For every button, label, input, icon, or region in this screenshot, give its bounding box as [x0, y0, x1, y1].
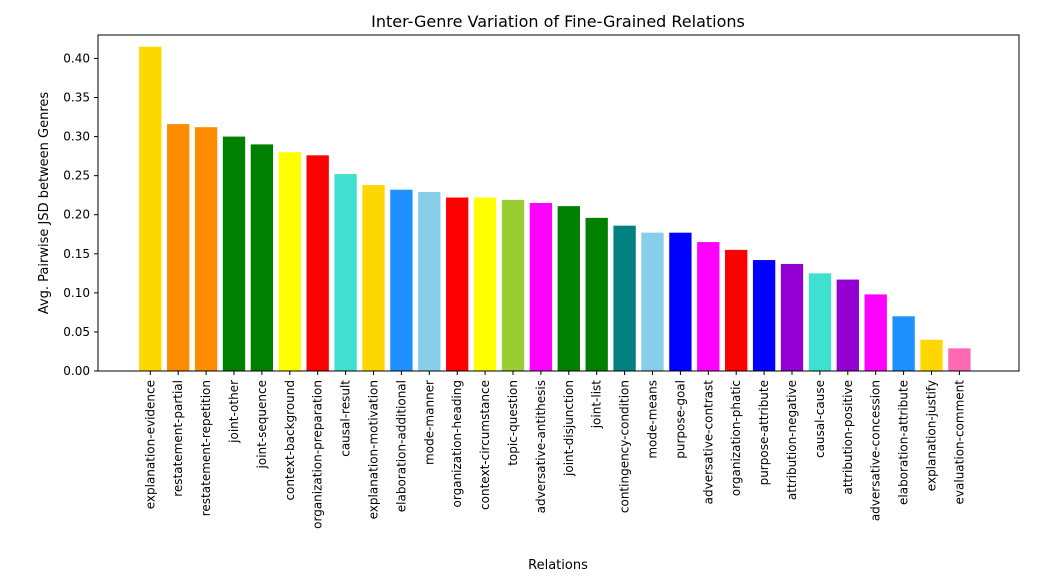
x-tick-label-attribution-negative: attribution-negative: [785, 380, 799, 500]
y-tick-label: 0.15: [63, 247, 90, 261]
bar-joint-disjunction: [557, 206, 580, 371]
x-tick-label-evaluation-comment: evaluation-comment: [952, 380, 966, 505]
x-tick-label-adversative-concession: adversative-concession: [869, 380, 883, 521]
x-tick-label-elaboration-attribute: elaboration-attribute: [897, 380, 911, 505]
x-tick-label-explanation-justify: explanation-justify: [925, 380, 939, 491]
bar-mode-means: [641, 232, 664, 371]
x-tick-label-elaboration-additional: elaboration-additional: [394, 380, 408, 512]
bar-purpose-goal: [669, 232, 692, 371]
x-tick-label-mode-means: mode-means: [646, 380, 660, 459]
x-tick-label-joint-list: joint-list: [590, 380, 604, 430]
x-tick-label-causal-result: causal-result: [339, 380, 353, 457]
x-tick-label-attribution-positive: attribution-positive: [841, 380, 855, 495]
x-tick-label-joint-sequence: joint-sequence: [255, 380, 269, 469]
y-tick-label: 0.20: [63, 208, 90, 222]
bar-mode-manner: [418, 192, 441, 371]
bar-evaluation-comment: [948, 348, 971, 371]
bar-restatement-repetition: [194, 127, 218, 371]
bars-group: [139, 46, 971, 371]
bar-joint-sequence: [250, 144, 274, 371]
y-tick-label: 0.40: [63, 51, 90, 65]
bar-topic-question: [501, 199, 525, 371]
y-tick-label: 0.25: [63, 169, 90, 183]
bar-explanation-justify: [920, 339, 943, 371]
y-tick-label: 0.00: [63, 364, 90, 378]
bar-explanation-evidence: [139, 46, 162, 371]
x-tick-label-organization-phatic: organization-phatic: [729, 380, 743, 496]
x-tick-label-causal-cause: causal-cause: [813, 380, 827, 458]
bar-adversative-concession: [864, 294, 887, 371]
chart-title: Inter-Genre Variation of Fine-Grained Re…: [371, 12, 745, 31]
x-tick-label-context-circumstance: context-circumstance: [478, 380, 492, 510]
x-axis: explanation-evidence restatement-partial r…: [143, 371, 966, 529]
bar-elaboration-attribute: [892, 316, 915, 371]
x-tick-label-organization-heading: organization-heading: [450, 380, 464, 507]
x-tick-label-topic-question: topic-question: [506, 380, 520, 466]
y-tick-label: 0.05: [63, 325, 90, 339]
x-tick-label-context-background: context-background: [283, 380, 297, 501]
bar-restatement-partial: [167, 124, 190, 371]
bar-organization-heading: [446, 197, 469, 371]
bar-attribution-negative: [780, 263, 804, 371]
bar-contingency-condition: [613, 225, 636, 371]
x-tick-label-contingency-condition: contingency-condition: [618, 380, 632, 513]
x-tick-label-adversative-contrast: adversative-contrast: [701, 380, 715, 505]
plot-frame: [97, 34, 1020, 372]
y-axis: 0.00 0.05 0.10 0.15 0.20 0.25 0.30 0.35 0.40: [63, 51, 98, 378]
bar-context-circumstance: [473, 197, 497, 371]
x-tick-label-adversative-antithesis: adversative-antithesis: [534, 380, 548, 513]
bar-elaboration-additional: [390, 189, 413, 371]
bar-organization-preparation: [306, 155, 329, 371]
x-tick-label-organization-preparation: organization-preparation: [311, 380, 325, 529]
bar-causal-result: [334, 174, 357, 371]
x-tick-label-restatement-partial: restatement-partial: [171, 380, 185, 497]
x-tick-label-mode-manner: mode-manner: [422, 380, 436, 465]
y-tick-label: 0.30: [63, 130, 90, 144]
bar-organization-phatic: [725, 249, 748, 371]
y-axis-label: Avg. Pairwise JSD between Genres: [37, 92, 52, 315]
x-tick-label-explanation-motivation: explanation-motivation: [367, 380, 381, 519]
bar-causal-cause: [808, 273, 832, 371]
x-tick-label-joint-other: joint-other: [227, 380, 241, 444]
bar-purpose-attribute: [752, 260, 776, 371]
bar-adversative-contrast: [697, 242, 720, 371]
x-tick-label-explanation-evidence: explanation-evidence: [143, 380, 157, 509]
x-axis-label: Relations: [528, 558, 588, 573]
bar-adversative-antithesis: [529, 203, 553, 371]
x-tick-label-purpose-goal: purpose-goal: [673, 380, 687, 459]
x-tick-label-restatement-repetition: restatement-repetition: [199, 380, 213, 516]
x-tick-label-purpose-attribute: purpose-attribute: [757, 380, 771, 485]
x-tick-label-joint-disjunction: joint-disjunction: [562, 380, 576, 477]
bar-explanation-motivation: [362, 185, 385, 371]
bar-attribution-positive: [836, 279, 859, 371]
bar-joint-list: [585, 217, 608, 371]
y-tick-label: 0.35: [63, 91, 90, 105]
bar-context-background: [278, 152, 301, 371]
y-tick-label: 0.10: [63, 286, 90, 300]
bar-joint-other: [222, 136, 246, 371]
